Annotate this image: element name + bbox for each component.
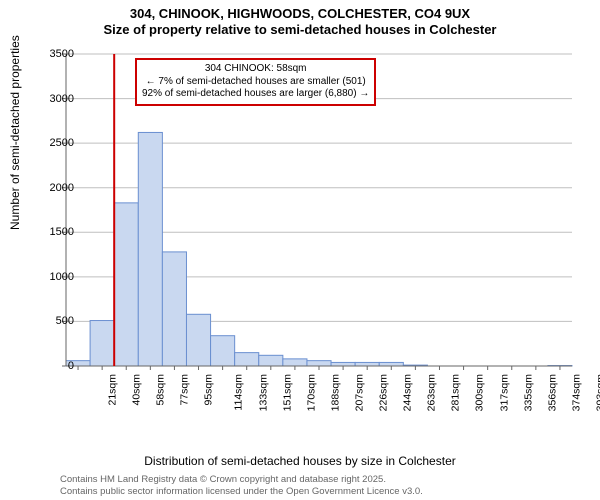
histogram-bar bbox=[331, 362, 355, 366]
histogram-bar bbox=[186, 314, 210, 366]
x-tick-label: 188sqm bbox=[329, 374, 341, 411]
y-tick-label: 0 bbox=[68, 360, 74, 372]
x-axis-label: Distribution of semi-detached houses by … bbox=[0, 454, 600, 468]
footer-line2: Contains public sector information licen… bbox=[60, 486, 423, 498]
chart-title-line1: 304, CHINOOK, HIGHWOODS, COLCHESTER, CO4… bbox=[0, 6, 600, 21]
histogram-bar bbox=[307, 361, 331, 366]
x-tick-label: 317sqm bbox=[498, 374, 510, 411]
y-tick-label: 2000 bbox=[50, 182, 74, 194]
callout-title: 304 CHINOOK: 58sqm bbox=[142, 63, 369, 76]
y-tick-label: 1000 bbox=[50, 271, 74, 283]
x-tick-label: 226sqm bbox=[377, 374, 389, 411]
y-tick-label: 3000 bbox=[50, 93, 74, 105]
y-axis-label: Number of semi-detached properties bbox=[8, 35, 22, 230]
y-tick-label: 500 bbox=[56, 315, 74, 327]
x-tick-label: 114sqm bbox=[232, 374, 244, 411]
histogram-bar bbox=[211, 336, 235, 366]
x-tick-label: 356sqm bbox=[546, 374, 558, 411]
chart-header: 304, CHINOOK, HIGHWOODS, COLCHESTER, CO4… bbox=[0, 0, 600, 37]
histogram-bar bbox=[379, 362, 403, 366]
x-tick-label: 40sqm bbox=[131, 374, 143, 406]
y-tick-label: 1500 bbox=[50, 226, 74, 238]
histogram-bar bbox=[259, 355, 283, 366]
callout-box: 304 CHINOOK: 58sqm ← 7% of semi-detached… bbox=[135, 58, 376, 106]
x-tick-label: 300sqm bbox=[474, 374, 486, 411]
y-tick-label: 2500 bbox=[50, 137, 74, 149]
x-tick-label: 170sqm bbox=[305, 374, 317, 411]
x-tick-label: 374sqm bbox=[570, 374, 582, 411]
x-tick-label: 58sqm bbox=[155, 374, 167, 406]
histogram-bar bbox=[162, 252, 186, 366]
x-tick-label: 151sqm bbox=[281, 374, 293, 411]
x-tick-label: 133sqm bbox=[257, 374, 269, 411]
x-tick-label: 21sqm bbox=[107, 374, 119, 406]
histogram-bar bbox=[114, 203, 138, 366]
footer-line1: Contains HM Land Registry data © Crown c… bbox=[60, 474, 423, 486]
x-tick-label: 244sqm bbox=[402, 374, 414, 411]
x-tick-label: 207sqm bbox=[353, 374, 365, 411]
x-tick-label: 281sqm bbox=[450, 374, 462, 411]
callout-larger: 92% of semi-detached houses are larger (… bbox=[142, 88, 369, 101]
footer: Contains HM Land Registry data © Crown c… bbox=[60, 474, 423, 498]
x-tick-label: 77sqm bbox=[179, 374, 191, 406]
x-tick-label: 335sqm bbox=[522, 374, 534, 411]
histogram-bar bbox=[138, 132, 162, 366]
callout-smaller: ← 7% of semi-detached houses are smaller… bbox=[142, 76, 369, 89]
histogram-bar bbox=[355, 362, 379, 366]
chart-title-line2: Size of property relative to semi-detach… bbox=[0, 22, 600, 37]
histogram-bar bbox=[90, 321, 114, 366]
histogram-bar bbox=[235, 353, 259, 366]
y-tick-label: 3500 bbox=[50, 48, 74, 60]
histogram-bar bbox=[283, 359, 307, 366]
x-tick-label: 95sqm bbox=[203, 374, 215, 406]
x-tick-label: 393sqm bbox=[594, 374, 600, 411]
x-tick-label: 263sqm bbox=[426, 374, 438, 411]
